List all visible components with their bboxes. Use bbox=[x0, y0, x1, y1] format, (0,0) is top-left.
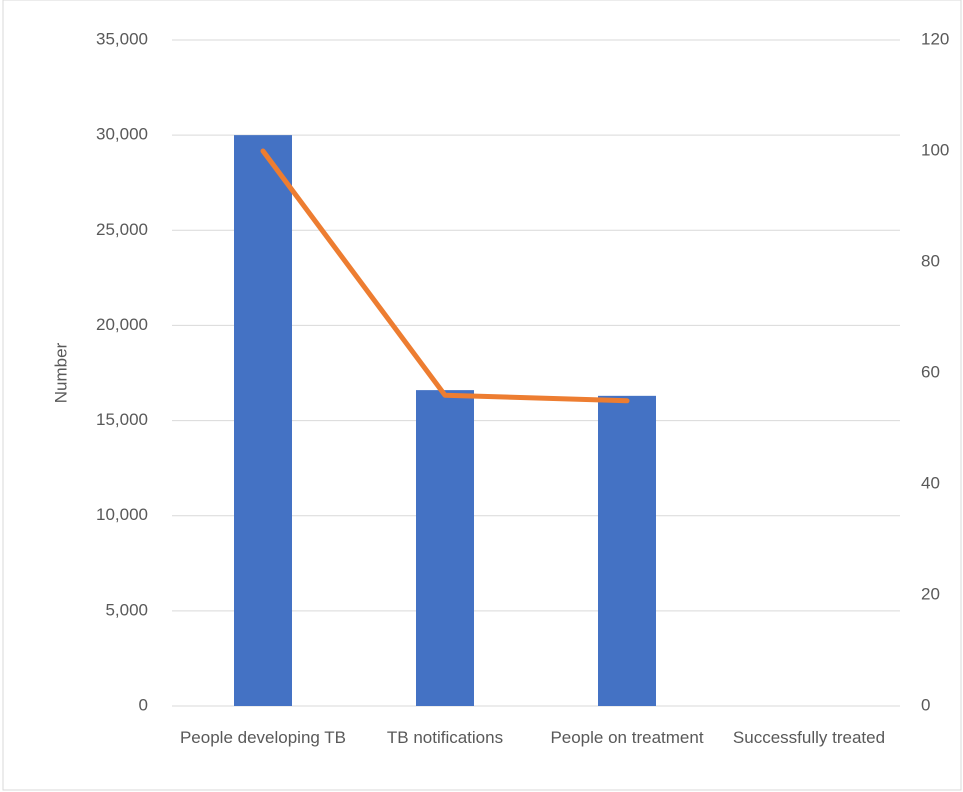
y2-tick-label: 20 bbox=[921, 584, 940, 603]
y2-tick-label: 120 bbox=[921, 29, 949, 48]
y-tick-label: 15,000 bbox=[96, 410, 148, 429]
line bbox=[260, 148, 630, 404]
y2-tick-label: 0 bbox=[921, 695, 930, 714]
y-tick-label: 35,000 bbox=[96, 29, 148, 48]
y-tick-label: 0 bbox=[139, 695, 148, 714]
bar bbox=[234, 135, 292, 707]
x-tick-label: Successfully treated bbox=[732, 728, 886, 747]
y2-tick-label: 60 bbox=[921, 362, 940, 381]
y-axis-label: Number bbox=[51, 342, 70, 403]
y2-tick-label: 100 bbox=[921, 140, 949, 159]
y-tick-label: 20,000 bbox=[96, 315, 148, 334]
y-tick-label: 5,000 bbox=[105, 600, 148, 619]
y-tick-label: 10,000 bbox=[96, 505, 148, 524]
bar bbox=[598, 395, 656, 706]
y2-tick-label: 40 bbox=[921, 473, 940, 492]
bar bbox=[416, 390, 474, 706]
y-tick-label: 25,000 bbox=[96, 220, 148, 239]
x-tick-label: TB notifications bbox=[386, 728, 504, 747]
y2-tick-label: 80 bbox=[921, 251, 940, 270]
x-tick-label: People on treatment bbox=[550, 728, 704, 747]
x-tick-label: People developing TB bbox=[179, 728, 347, 747]
y-tick-label: 30,000 bbox=[96, 125, 148, 144]
